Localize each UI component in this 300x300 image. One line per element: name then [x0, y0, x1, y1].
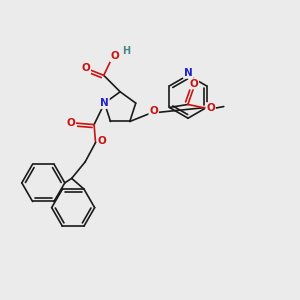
- Text: N: N: [184, 68, 192, 78]
- Text: O: O: [110, 51, 119, 61]
- Text: O: O: [98, 136, 106, 146]
- Text: O: O: [149, 106, 158, 116]
- Text: O: O: [190, 79, 198, 88]
- Text: H: H: [122, 46, 130, 56]
- Text: O: O: [206, 103, 215, 113]
- Text: O: O: [66, 118, 75, 128]
- Text: O: O: [81, 64, 90, 74]
- Text: N: N: [100, 98, 109, 108]
